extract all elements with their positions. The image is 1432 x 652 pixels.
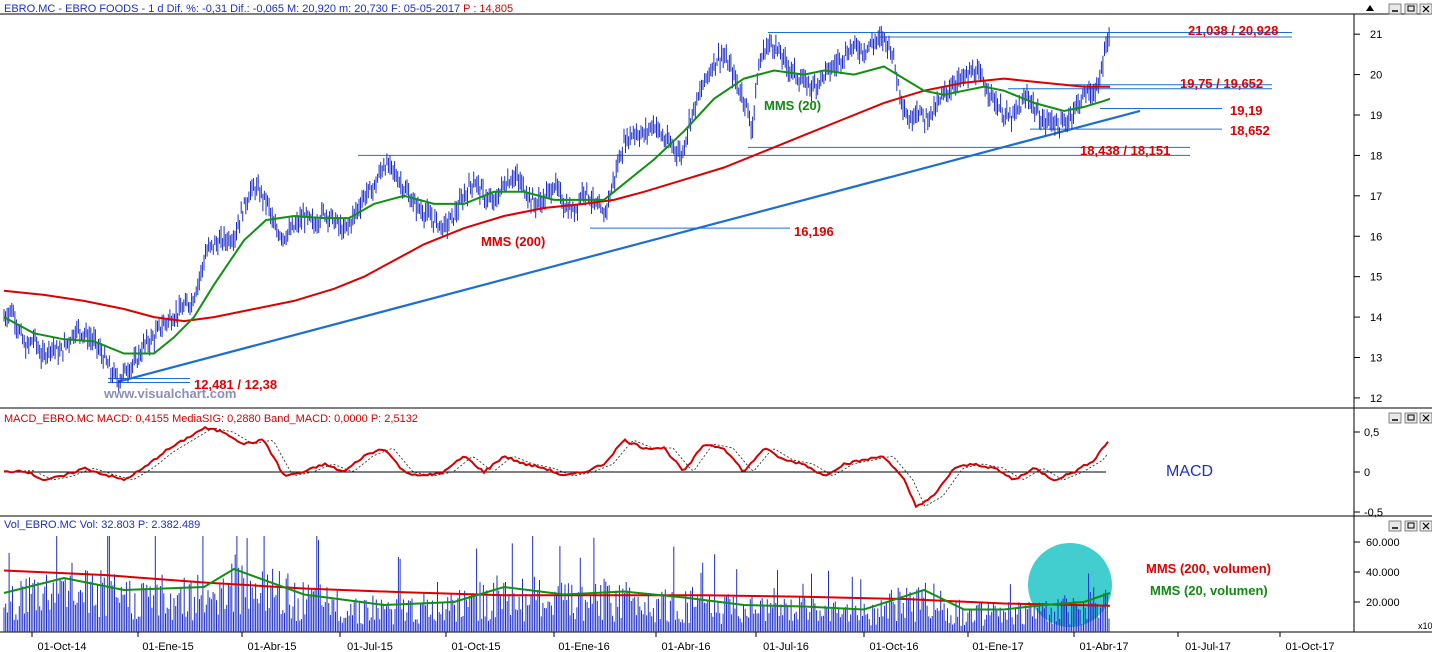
minimize-button-bg bbox=[1388, 3, 1402, 15]
maximize-button[interactable] bbox=[1404, 412, 1418, 424]
moving-averages bbox=[3, 65, 1111, 355]
minimize-button-bg bbox=[1388, 412, 1402, 424]
close-icon bbox=[1422, 5, 1430, 13]
close-button[interactable] bbox=[1419, 520, 1432, 532]
close-button[interactable] bbox=[1419, 412, 1432, 424]
close-icon bbox=[1422, 414, 1430, 422]
x-tick-label: 01-Abr-17 bbox=[1080, 641, 1129, 652]
price-y-tick-label: 14 bbox=[1370, 312, 1382, 324]
vol-mms20-label: MMS (20, volumen) bbox=[1150, 583, 1268, 598]
macd-line bbox=[3, 425, 1109, 509]
support-resistance-lines bbox=[108, 32, 1292, 384]
maximize-button[interactable] bbox=[1404, 520, 1418, 532]
macd-signal-line bbox=[4, 427, 1109, 507]
x-tick-label: 01-Jul-15 bbox=[347, 641, 393, 652]
scroll-up-icon bbox=[1366, 5, 1374, 11]
volume-y-tick-label: 20.000 bbox=[1366, 597, 1400, 609]
mms20-line bbox=[3, 65, 1111, 355]
maximize-button[interactable] bbox=[1404, 3, 1418, 15]
annotation-3: 18,652 bbox=[1230, 123, 1270, 138]
macd-lines bbox=[3, 425, 1109, 509]
x-tick-label: 01-Abr-15 bbox=[248, 641, 297, 652]
price-bars bbox=[3, 25, 1110, 392]
annotation-4: 18,438 / 18,151 bbox=[1080, 143, 1170, 158]
price-y-tick-label: 16 bbox=[1370, 231, 1382, 243]
annotation-0: 21,038 / 20,928 bbox=[1188, 23, 1278, 38]
price-header-info: EBRO.MC - EBRO FOODS - 1 d Dif. %: -0,31… bbox=[4, 3, 463, 15]
minimize-button[interactable] bbox=[1388, 520, 1402, 532]
price-y-tick-label: 17 bbox=[1370, 191, 1382, 203]
x-tick-label: 01-Ene-16 bbox=[558, 641, 609, 652]
price-y-tick-label: 19 bbox=[1370, 110, 1382, 122]
volume-header: Vol_EBRO.MC Vol: 32.803 P: 2.382.489 bbox=[4, 519, 200, 531]
maximize-button-bg bbox=[1404, 412, 1418, 424]
x-tick-label: 01-Jul-17 bbox=[1185, 641, 1231, 652]
annotation-6: 12,481 / 12,38 bbox=[194, 377, 277, 392]
watermark: www.visualchart.com bbox=[103, 386, 236, 401]
annotation-2: 19,19 bbox=[1230, 103, 1263, 118]
volume-multiplier: x10 bbox=[1418, 621, 1432, 631]
x-tick-label: 01-Oct-14 bbox=[38, 641, 87, 652]
price-y-tick-label: 15 bbox=[1370, 272, 1382, 284]
mms200-label: MMS (200) bbox=[481, 234, 545, 249]
minimize-button-bg bbox=[1388, 520, 1402, 532]
uptrend-line bbox=[117, 109, 1141, 383]
price-y-tick-label: 21 bbox=[1370, 29, 1382, 41]
y-axis-ticks: 12 13 14 15 16 17 18 19 20 21 0,5 0 -0,5 60.000 40.000… bbox=[1354, 29, 1400, 609]
panel-controls bbox=[1366, 3, 1432, 532]
annotation-1: 19,75 / 19,652 bbox=[1180, 76, 1263, 91]
volume-series bbox=[3, 536, 1110, 632]
vol-mms20-line bbox=[3, 567, 1111, 611]
maximize-icon bbox=[1407, 414, 1415, 421]
volume-y-tick-label: 60.000 bbox=[1366, 537, 1400, 549]
minimize-button[interactable] bbox=[1388, 412, 1402, 424]
macd-y-tick-label: 0,5 bbox=[1364, 427, 1379, 439]
x-tick-label: 01-Ene-15 bbox=[142, 641, 193, 652]
mms20-label: MMS (20) bbox=[764, 98, 821, 113]
x-tick-label: 01-Jul-16 bbox=[763, 641, 809, 652]
close-button[interactable] bbox=[1419, 3, 1432, 15]
macd-y-tick-label: 0 bbox=[1364, 467, 1370, 479]
x-tick-label: 01-Oct-17 bbox=[1286, 641, 1335, 652]
price-annotations: 21,038 / 20,928 19,75 / 19,652 19,19 18,652… bbox=[194, 23, 1278, 392]
maximize-button-bg bbox=[1404, 3, 1418, 15]
minimize-button[interactable] bbox=[1388, 3, 1402, 15]
price-header: EBRO.MC - EBRO FOODS - 1 d Dif. %: -0,31… bbox=[4, 3, 513, 15]
x-axis-ticks: 01-Oct-14 01-Ene-15 01-Abr-15 01-Jul-15 01-O… bbox=[31, 632, 1335, 652]
x-tick-label: 01-Abr-16 bbox=[662, 641, 711, 652]
close-icon bbox=[1422, 522, 1430, 530]
price-y-tick-label: 13 bbox=[1370, 353, 1382, 365]
price-y-tick-label: 12 bbox=[1370, 393, 1382, 405]
x-tick-label: 01-Ene-17 bbox=[972, 641, 1023, 652]
panel-frames bbox=[0, 13, 1432, 633]
maximize-icon bbox=[1407, 522, 1415, 529]
maximize-button-bg bbox=[1404, 520, 1418, 532]
price-header-p: P : 14,805 bbox=[463, 3, 513, 15]
macd-header: MACD_EBRO.MC MACD: 0,4155 MediaSIG: 0,28… bbox=[4, 413, 418, 425]
macd-label: MACD bbox=[1166, 463, 1213, 480]
maximize-icon bbox=[1407, 5, 1415, 12]
price-y-tick-label: 18 bbox=[1370, 150, 1382, 162]
price-series bbox=[3, 25, 1110, 392]
vol-mms200-label: MMS (200, volumen) bbox=[1146, 561, 1271, 576]
volume-y-tick-label: 40.000 bbox=[1366, 567, 1400, 579]
price-y-tick-label: 20 bbox=[1370, 70, 1382, 82]
x-tick-label: 01-Oct-16 bbox=[870, 641, 919, 652]
x-tick-label: 01-Oct-15 bbox=[452, 641, 501, 652]
annotation-5: 16,196 bbox=[794, 224, 834, 239]
volume-bars bbox=[3, 536, 1112, 632]
vol-mms200-line bbox=[3, 569, 1111, 607]
macd-y-tick-label: -0,5 bbox=[1364, 507, 1383, 519]
